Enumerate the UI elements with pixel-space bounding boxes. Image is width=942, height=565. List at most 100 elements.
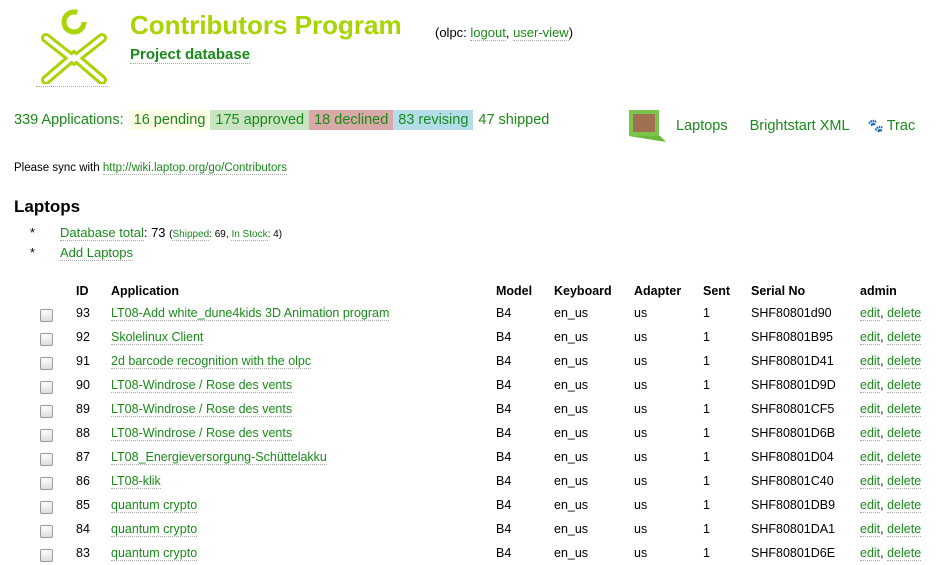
application-link[interactable]: LT08-Windrose / Rose des vents xyxy=(111,378,293,393)
application-link[interactable]: quantum crypto xyxy=(111,498,198,513)
edit-link[interactable]: edit xyxy=(860,546,881,561)
row-checkbox[interactable] xyxy=(40,525,53,538)
edit-link[interactable]: edit xyxy=(860,306,881,321)
row-checkbox[interactable] xyxy=(40,333,53,346)
wiki-link[interactable]: http://wiki.laptop.org/go/Contributors xyxy=(102,162,287,175)
trac-link[interactable]: Trac xyxy=(886,118,916,134)
user-suffix: ) xyxy=(568,25,574,40)
cell-adapter: us xyxy=(634,402,648,416)
application-link[interactable]: 2d barcode recognition with the olpc xyxy=(111,354,312,369)
delete-link[interactable]: delete xyxy=(887,402,922,417)
delete-link[interactable]: delete xyxy=(887,546,922,561)
cell-serial: SHF80801D6E xyxy=(751,546,836,560)
edit-link[interactable]: edit xyxy=(860,498,881,513)
list-item: * Add Laptops xyxy=(30,244,282,264)
cell-keyboard: en_us xyxy=(554,378,589,392)
cell-adapter: us xyxy=(634,378,648,392)
cell-adapter: us xyxy=(634,450,648,464)
sep: , xyxy=(505,25,514,40)
col-id: ID xyxy=(76,284,89,298)
comma: , xyxy=(880,330,888,344)
nav-links: Laptops Brightstart XML 🐾 Trac xyxy=(626,108,915,144)
application-link[interactable]: LT08_Energieversorgung-Schüttelakku xyxy=(111,450,327,465)
cell-sent: 1 xyxy=(703,330,710,344)
laptops-table: ID Application Model Keyboard Adapter Se… xyxy=(30,281,940,565)
row-checkbox[interactable] xyxy=(40,381,53,394)
comma: , xyxy=(880,498,888,512)
delete-link[interactable]: delete xyxy=(887,498,922,513)
edit-link[interactable]: edit xyxy=(860,426,881,441)
edit-link[interactable]: edit xyxy=(860,402,881,417)
row-checkbox[interactable] xyxy=(40,309,53,322)
xo-logo[interactable] xyxy=(36,8,108,87)
cell-id: 87 xyxy=(76,450,90,464)
pending-filter[interactable]: 16 pending xyxy=(128,110,211,130)
cell-serial: SHF80801D04 xyxy=(751,450,834,464)
application-link[interactable]: LT08-Windrose / Rose des vents xyxy=(111,426,293,441)
edit-link[interactable]: edit xyxy=(860,450,881,465)
edit-link[interactable]: edit xyxy=(860,354,881,369)
application-link[interactable]: Skolelinux Client xyxy=(111,330,204,345)
application-link[interactable]: quantum crypto xyxy=(111,522,198,537)
project-database-link[interactable]: Project database xyxy=(130,46,251,64)
application-link[interactable]: LT08-Add white_dune4kids 3D Animation pr… xyxy=(111,306,390,321)
logout-link[interactable]: logout xyxy=(470,25,506,41)
application-link[interactable]: quantum crypto xyxy=(111,546,198,561)
row-checkbox[interactable] xyxy=(40,357,53,370)
cell-sent: 1 xyxy=(703,450,710,464)
declined-filter[interactable]: 18 declined xyxy=(309,110,394,130)
delete-link[interactable]: delete xyxy=(887,354,922,369)
cell-model: B4 xyxy=(496,354,512,368)
row-checkbox[interactable] xyxy=(40,405,53,418)
row-checkbox[interactable] xyxy=(40,549,53,562)
cell-id: 88 xyxy=(76,426,90,440)
in-stock-link[interactable]: In Stock xyxy=(231,229,268,241)
shipped-link[interactable]: Shipped xyxy=(172,229,210,241)
cell-sent: 1 xyxy=(703,522,710,536)
shipped-filter[interactable]: 47 shipped xyxy=(478,112,550,128)
approved-filter[interactable]: 175 approved xyxy=(210,110,310,130)
laptop-summary-list: * Database total: 73 (Shipped: 69, In Sto… xyxy=(30,224,282,264)
delete-link[interactable]: delete xyxy=(887,306,922,321)
cell-model: B4 xyxy=(496,498,512,512)
delete-link[interactable]: delete xyxy=(887,378,922,393)
cell-model: B4 xyxy=(496,402,512,416)
revising-filter[interactable]: 83 revising xyxy=(393,110,474,130)
cell-sent: 1 xyxy=(703,402,710,416)
delete-link[interactable]: delete xyxy=(887,450,922,465)
table-row: 89 LT08-Windrose / Rose des vents B4 en_… xyxy=(30,397,940,421)
brightstart-xml-link[interactable]: Brightstart XML xyxy=(749,118,850,134)
cell-sent: 1 xyxy=(703,354,710,368)
comma: , xyxy=(880,522,888,536)
cell-adapter: us xyxy=(634,546,648,560)
cell-id: 86 xyxy=(76,474,90,488)
cell-keyboard: en_us xyxy=(554,402,589,416)
sync-text: Please sync with xyxy=(14,162,103,174)
cell-keyboard: en_us xyxy=(554,546,589,560)
row-checkbox[interactable] xyxy=(40,429,53,442)
application-link[interactable]: LT08-Windrose / Rose des vents xyxy=(111,402,293,417)
edit-link[interactable]: edit xyxy=(860,522,881,537)
add-laptops-link[interactable]: Add Laptops xyxy=(60,245,134,261)
total-applications: 339 Applications: xyxy=(14,112,124,128)
cell-serial: SHF80801DA1 xyxy=(751,522,836,536)
laptop-icon[interactable] xyxy=(626,108,670,144)
row-checkbox[interactable] xyxy=(40,453,53,466)
cell-serial: SHF80801DB9 xyxy=(751,498,836,512)
edit-link[interactable]: edit xyxy=(860,378,881,393)
delete-link[interactable]: delete xyxy=(887,474,922,489)
application-link[interactable]: LT08-klik xyxy=(111,474,161,489)
edit-link[interactable]: edit xyxy=(860,474,881,489)
user-view-link[interactable]: user-view xyxy=(513,25,569,41)
row-checkbox[interactable] xyxy=(40,501,53,514)
cell-id: 92 xyxy=(76,330,90,344)
edit-link[interactable]: edit xyxy=(860,330,881,345)
delete-link[interactable]: delete xyxy=(887,426,922,441)
cell-keyboard: en_us xyxy=(554,474,589,488)
database-total-link[interactable]: Database total xyxy=(60,225,144,241)
delete-link[interactable]: delete xyxy=(887,330,922,345)
cell-serial: SHF80801D9D xyxy=(751,378,836,392)
row-checkbox[interactable] xyxy=(40,477,53,490)
delete-link[interactable]: delete xyxy=(887,522,922,537)
laptops-link[interactable]: Laptops xyxy=(676,118,728,134)
